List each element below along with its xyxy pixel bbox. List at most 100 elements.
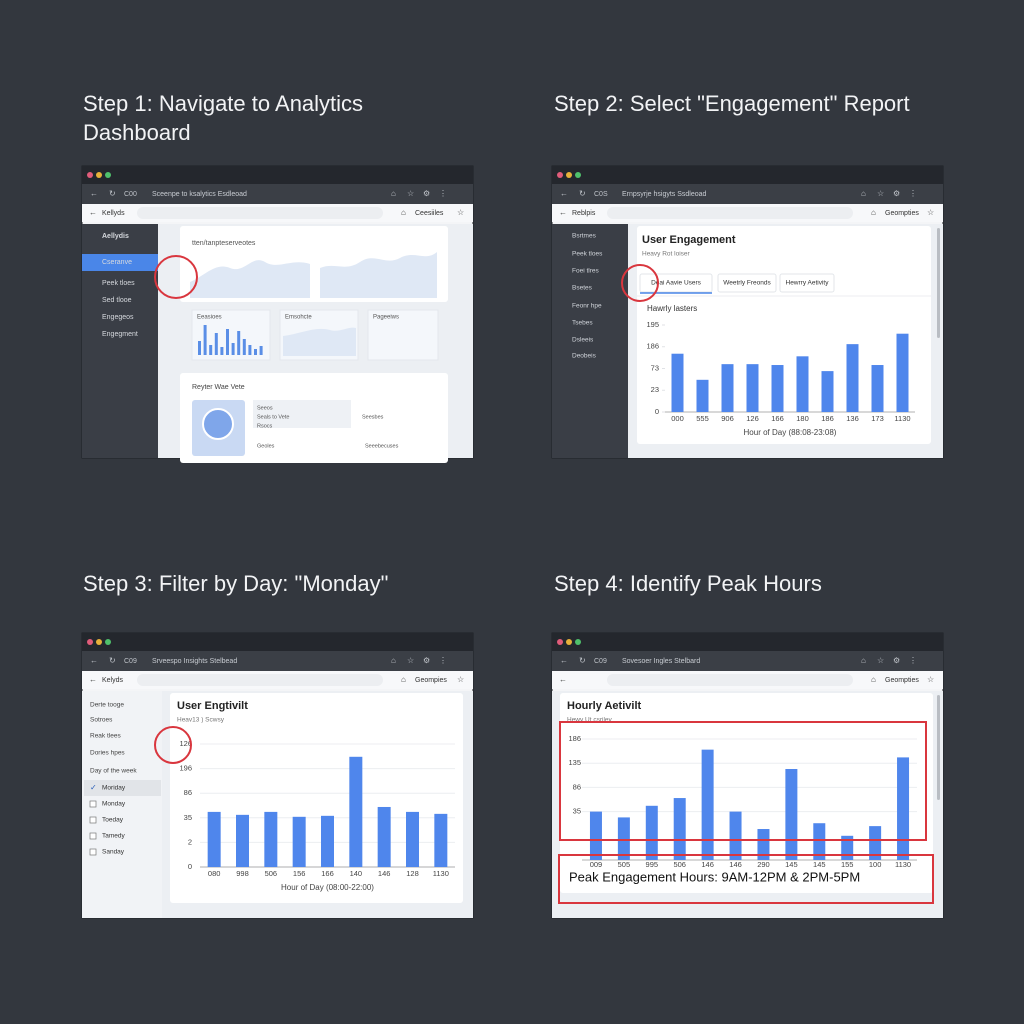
title-bar bbox=[552, 166, 943, 184]
sidebar-item: Derte tooge bbox=[90, 702, 124, 709]
search-bar bbox=[607, 207, 853, 219]
mini-bar bbox=[203, 325, 207, 355]
filter-title: Day of the week bbox=[90, 768, 137, 775]
x-tick-label: 1130 bbox=[894, 414, 910, 423]
step-title: Step 3: Filter by Day: "Monday" bbox=[83, 571, 389, 596]
nav-code: C09 bbox=[124, 658, 137, 665]
window-dot bbox=[566, 639, 572, 645]
title-bar bbox=[82, 166, 473, 184]
tab[interactable] bbox=[779, 273, 835, 293]
filter-option: Sanday bbox=[102, 849, 125, 856]
sidebar-item: Sotroes bbox=[90, 717, 113, 724]
x-tick-label: 146 bbox=[701, 860, 714, 869]
bar bbox=[671, 353, 684, 412]
mini-bar bbox=[214, 333, 218, 355]
star-icon: ☆ bbox=[457, 208, 464, 217]
sidebar-item: Foei tlres bbox=[572, 268, 599, 275]
widget-card bbox=[367, 309, 439, 361]
area-chart bbox=[320, 252, 437, 298]
toolbar-icon: ⋮ bbox=[439, 656, 447, 665]
y-tick-label: 35 bbox=[573, 807, 581, 816]
title-bar bbox=[552, 633, 943, 651]
sidebar-item: Aellydis bbox=[102, 233, 129, 240]
y-tick-label: 73 bbox=[651, 363, 659, 372]
step-title: Step 4: Identify Peak Hours bbox=[554, 571, 822, 596]
nav-left: Kellyds bbox=[102, 210, 125, 217]
toolbar-icon: ☆ bbox=[407, 656, 414, 665]
section-title: Reyter Wae Vete bbox=[192, 384, 245, 391]
toolbar-icon: ⋮ bbox=[909, 656, 917, 665]
y-tick-label: 186 bbox=[568, 734, 581, 743]
bar bbox=[897, 757, 910, 860]
back-arrow: ← bbox=[559, 675, 567, 684]
y-tick-label: 2 bbox=[188, 837, 192, 846]
sidebar-item: Peek tloes bbox=[572, 251, 603, 258]
tab[interactable] bbox=[717, 273, 777, 293]
scrollbar bbox=[937, 695, 940, 800]
nav-code: C09 bbox=[594, 658, 607, 665]
highlight-circle bbox=[621, 264, 659, 302]
nav-right: Geompties bbox=[885, 677, 919, 684]
sidebar-item: Peek tloes bbox=[102, 280, 135, 287]
nav-left: Reblpis bbox=[572, 210, 596, 217]
x-tick-label: 180 bbox=[796, 414, 809, 423]
checkbox[interactable] bbox=[89, 816, 97, 824]
widget-label: Emsohcte bbox=[285, 315, 312, 321]
back-icon: ← bbox=[560, 656, 568, 665]
tab-label: Weetrly Freonds bbox=[723, 280, 771, 287]
sidebar-active bbox=[82, 254, 158, 271]
mini-bar bbox=[231, 343, 235, 355]
pie-icon bbox=[202, 408, 234, 440]
checkbox[interactable] bbox=[89, 848, 97, 856]
back-icon: ← bbox=[90, 656, 98, 665]
list-item: Seeos bbox=[257, 405, 273, 411]
search-bar bbox=[137, 674, 383, 686]
toolbar-icon: ☆ bbox=[407, 189, 414, 198]
bar bbox=[617, 817, 630, 860]
x-tick-label: 290 bbox=[757, 860, 770, 869]
y-tick-label: 86 bbox=[184, 788, 192, 797]
mini-bar bbox=[198, 341, 201, 355]
mini-bar bbox=[226, 329, 229, 355]
bar bbox=[589, 811, 602, 860]
back-icon: ← bbox=[560, 189, 568, 198]
x-tick-label: 995 bbox=[646, 860, 659, 869]
address-row bbox=[552, 651, 943, 671]
toolbar-icon: ⌂ bbox=[861, 656, 866, 665]
card-subtitle: Heavy Rot loiser bbox=[642, 251, 691, 258]
address-text: Ernpsyrje hsigyts Ssdleoad bbox=[622, 191, 707, 198]
search-bar bbox=[607, 674, 853, 686]
forward-icon: ↻ bbox=[109, 189, 116, 198]
nav-code: C00 bbox=[124, 191, 137, 198]
caption: Peak Engagement Hours: 9AM-12PM & 2PM-5P… bbox=[569, 869, 860, 884]
checkbox[interactable] bbox=[89, 832, 97, 840]
x-tick-label: 145 bbox=[785, 860, 798, 869]
highlight-circle bbox=[154, 726, 192, 764]
toolbar-icon: ⋮ bbox=[909, 189, 917, 198]
x-axis-label: Hour of Day (08:00-22:00) bbox=[281, 883, 374, 892]
sidebar-item: Dsleeis bbox=[572, 337, 594, 344]
x-tick-label: 128 bbox=[406, 869, 419, 878]
y-tick-label: 195 bbox=[646, 320, 659, 329]
list-item: Seeebecuses bbox=[365, 443, 399, 449]
address-row bbox=[552, 184, 943, 204]
tab-label: Hewrry Aetivity bbox=[786, 280, 830, 287]
card-subtitle: Hewy Ut csriley bbox=[567, 717, 613, 724]
bar bbox=[771, 365, 784, 412]
sidebar bbox=[552, 224, 628, 458]
y-tick-label: 35 bbox=[184, 813, 192, 822]
widget-label: Eeasioes bbox=[197, 315, 222, 321]
y-tick-label: 23 bbox=[651, 385, 659, 394]
highlight-circle bbox=[154, 255, 198, 299]
bar bbox=[696, 379, 709, 412]
bar bbox=[729, 811, 742, 860]
mini-bar bbox=[237, 331, 241, 355]
toolbar-icon: ⚙ bbox=[423, 656, 430, 665]
back-arrow: ← bbox=[559, 208, 567, 217]
bar bbox=[236, 814, 249, 867]
checkbox[interactable] bbox=[89, 800, 97, 808]
bar bbox=[377, 806, 391, 867]
bar bbox=[406, 811, 419, 867]
toolbar-icon: ⚙ bbox=[893, 189, 900, 198]
